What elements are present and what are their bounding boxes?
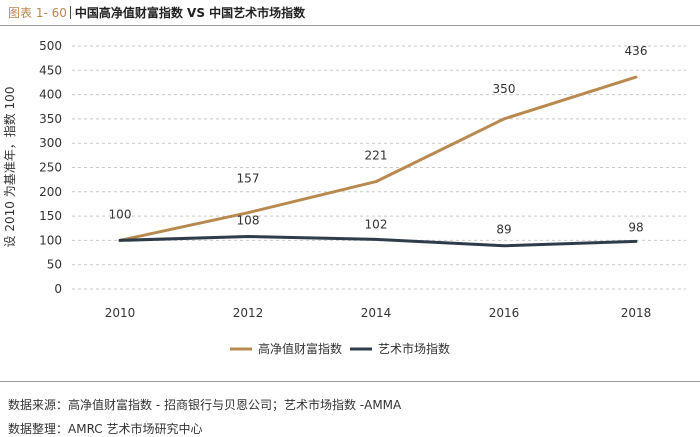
data-labels: 100 157 221 350 436 108 102 89 98 [109, 44, 648, 237]
bottom-rule [0, 381, 700, 382]
data-label: 102 [365, 217, 388, 231]
x-tick-label: 2016 [489, 306, 520, 320]
legend-label: 高净值财富指数 [258, 341, 342, 356]
y-tick-label: 500 [39, 39, 62, 53]
series-line-2 [118, 235, 638, 248]
chart-header: 图表 1- 60 中国高净值财富指数 VS 中国艺术市场指数 [8, 3, 305, 21]
x-tick-labels: 2010 2012 2014 2016 2018 [105, 306, 652, 320]
y-tick-label: 0 [54, 282, 62, 296]
data-source-note: 数据来源：高净值财富指数 - 招商银行与贝恩公司；艺术市场指数 -AMMA [8, 398, 402, 412]
data-compiled-note: 数据整理：AMRC 艺术市场研究中心 [8, 422, 203, 436]
legend: 高净值财富指数 艺术市场指数 [230, 341, 450, 356]
data-label: 108 [237, 214, 260, 228]
data-label: 436 [625, 44, 648, 58]
data-label: 350 [493, 82, 516, 96]
y-tick-label: 150 [39, 209, 62, 223]
y-tick-label: 300 [39, 136, 62, 150]
data-label: 221 [365, 149, 388, 163]
y-tick-label: 450 [39, 63, 62, 77]
y-tick-label: 400 [39, 88, 62, 102]
data-label: 89 [496, 223, 511, 237]
title-separator [69, 5, 71, 19]
y-tick-label: 50 [47, 258, 62, 272]
x-tick-label: 2014 [361, 306, 392, 320]
y-tick-label: 200 [39, 185, 62, 199]
y-tick-label: 100 [39, 233, 62, 247]
series-line-1 [118, 75, 638, 242]
top-rule [0, 25, 700, 26]
legend-label: 艺术市场指数 [378, 341, 450, 356]
data-label: 100 [109, 207, 132, 221]
chart-title: 中国高净值财富指数 VS 中国艺术市场指数 [74, 5, 306, 20]
y-tick-label: 350 [39, 112, 62, 126]
y-tick-label: 250 [39, 161, 62, 175]
gridlines [72, 45, 686, 290]
y-tick-labels: 0 50 100 150 200 250 300 350 400 450 500 [39, 39, 62, 296]
data-label: 157 [237, 172, 260, 186]
x-tick-label: 2012 [233, 306, 264, 320]
series-lines [118, 75, 638, 248]
y-axis-label: 设 2010 为基准年，指数 100 [2, 87, 17, 248]
data-label: 98 [628, 220, 643, 234]
x-tick-label: 2018 [621, 306, 652, 320]
x-tick-label: 2010 [105, 306, 136, 320]
figure-label: 图表 1- 60 [8, 5, 67, 20]
